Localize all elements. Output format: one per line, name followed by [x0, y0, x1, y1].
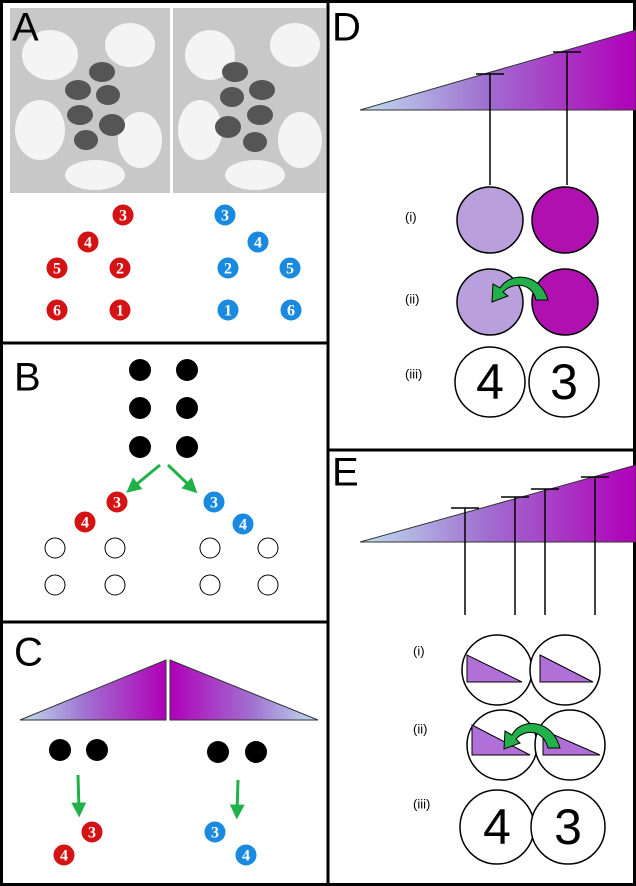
panel-label: D — [332, 6, 361, 50]
cell-number: 4 — [242, 848, 250, 865]
cell-number: 5 — [53, 261, 61, 278]
row-label: (iii) — [405, 366, 422, 381]
panel-label: A — [12, 6, 39, 50]
cell-number: 4 — [239, 517, 247, 534]
cell-number: 4 — [254, 235, 262, 252]
micrographs — [10, 8, 326, 193]
cell-number: 1 — [224, 303, 232, 320]
cell-count: 3 — [554, 799, 582, 855]
cell-number: 6 — [53, 303, 61, 320]
cell-number: 4 — [60, 848, 68, 865]
open-circles — [45, 538, 278, 595]
panel-label: E — [332, 451, 359, 495]
cell-number: 3 — [211, 825, 219, 842]
row-label: (i) — [413, 643, 425, 658]
cell-number: 1 — [116, 303, 124, 320]
cell-number: 2 — [224, 261, 232, 278]
cell-number: 2 — [116, 261, 124, 278]
panel-label: B — [14, 356, 41, 400]
cell-number: 3 — [221, 208, 229, 225]
row-label: (ii) — [405, 291, 419, 306]
row-label: (i) — [405, 209, 417, 224]
cell-count: 4 — [483, 799, 511, 855]
cell-number: 6 — [287, 303, 295, 320]
cell-number: 3 — [113, 495, 121, 512]
row-label: (ii) — [413, 721, 427, 736]
cell-number: 3 — [210, 495, 218, 512]
cell-number: 4 — [84, 235, 92, 252]
cell-number: 5 — [286, 261, 294, 278]
panel-label: C — [14, 631, 43, 675]
cell-count: 4 — [476, 354, 504, 410]
figure: A B C D E — [0, 0, 636, 886]
cell-number: 4 — [81, 515, 89, 532]
cell-number: 3 — [88, 825, 96, 842]
row-label: (iii) — [413, 796, 430, 811]
cell-number: 3 — [119, 208, 127, 225]
cell-count: 3 — [550, 354, 578, 410]
